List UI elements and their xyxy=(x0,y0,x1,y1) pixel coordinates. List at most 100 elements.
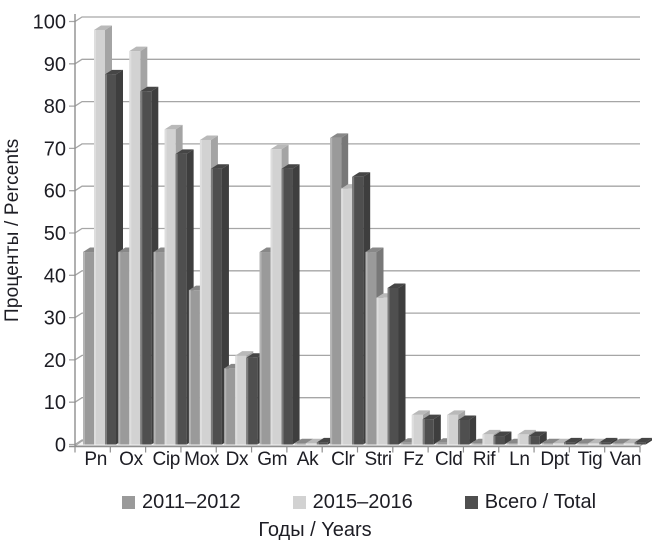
bar-highlight xyxy=(153,252,156,445)
x-category-label: Stri xyxy=(365,449,392,470)
y-tick-label: 20 xyxy=(44,350,66,372)
bar-Ox-2011–2012 xyxy=(118,252,130,445)
bar-highlight xyxy=(458,419,461,445)
bar-Cip-Всего / Total xyxy=(175,153,187,445)
bar-top-Tig xyxy=(577,438,596,444)
bar-top-Rif xyxy=(482,429,501,435)
bar-side-Fz xyxy=(433,414,441,445)
bar-top-Van xyxy=(623,438,642,444)
bar-highlight xyxy=(199,139,202,445)
y-tick-label: 90 xyxy=(44,54,66,76)
bar-top-Gm xyxy=(281,164,300,169)
bar-highlight xyxy=(210,168,213,445)
bar-Dx-2015–2016 xyxy=(235,355,247,445)
legend-label: Всего / Total xyxy=(484,490,597,513)
bar-highlight xyxy=(140,91,143,445)
bar-Pn-2011–2012 xyxy=(83,252,94,445)
bar-highlight xyxy=(246,357,249,445)
gridline xyxy=(69,16,640,23)
y-tick-label: 30 xyxy=(44,308,66,330)
bar-highlight xyxy=(447,414,450,445)
x-category-label: Gm xyxy=(257,449,287,470)
bar-Dx-Всего / Total xyxy=(246,357,258,445)
bar-top-Cip xyxy=(164,124,183,130)
y-tick-label: 70 xyxy=(44,138,66,160)
bar-Tig-Всего / Total xyxy=(599,442,611,445)
x-category-label: Fz xyxy=(403,449,424,470)
bar-highlight xyxy=(164,129,167,445)
legend-swatch-2015-2016 xyxy=(292,495,306,509)
bar-Cip-2011–2012 xyxy=(153,252,165,445)
y-tick-label: 0 xyxy=(55,435,66,457)
bar-Ln-2011–2012 xyxy=(506,443,518,445)
bar-Clr-2011–2012 xyxy=(330,137,342,445)
bar-top-Fz xyxy=(422,414,441,420)
bar-highlight xyxy=(365,252,368,445)
bar-Mox-2011–2012 xyxy=(188,290,200,445)
bar-top-Ox xyxy=(129,46,148,52)
bar-highlight xyxy=(305,443,308,445)
bar-side-Stri xyxy=(398,283,406,445)
bar-Van-2015–2016 xyxy=(623,443,635,445)
bar-top-Clr xyxy=(330,133,349,138)
x-category-label: Ak xyxy=(297,449,319,470)
bar-top-Cld xyxy=(458,415,477,420)
legend-label: 2011–2012 xyxy=(141,490,241,513)
bar-highlight xyxy=(623,443,626,445)
bar-top-Dpt xyxy=(542,438,561,444)
bar-highlight xyxy=(577,443,580,445)
bar-highlight xyxy=(118,252,121,445)
bar-top-Stri xyxy=(387,283,406,288)
bar-Dx-2011–2012 xyxy=(224,368,236,445)
x-category-label: Tig xyxy=(578,449,603,470)
bar-highlight xyxy=(387,287,390,445)
bar-highlight xyxy=(612,443,615,445)
bar-highlight xyxy=(517,434,520,445)
gridline xyxy=(69,143,640,150)
bar-Pn-2015–2016 xyxy=(94,29,105,445)
bar-Van-2011–2012 xyxy=(612,443,624,445)
bar-top-Cip xyxy=(175,149,194,154)
bar-highlight xyxy=(83,252,85,445)
bar-Rif-Всего / Total xyxy=(493,436,505,445)
bar-highlight xyxy=(553,443,556,445)
bar-top-Van xyxy=(612,438,631,444)
bar-side-Gm xyxy=(292,164,300,445)
legend-swatch-2011-2012 xyxy=(121,495,135,509)
bar-highlight xyxy=(482,434,485,445)
y-tick-label: 80 xyxy=(44,96,66,118)
bar-Ak-2011–2012 xyxy=(294,443,306,445)
bar-highlight xyxy=(129,51,132,445)
y-tick-label: 100 xyxy=(33,12,66,34)
y-tick-label: 50 xyxy=(44,223,66,245)
bar-highlight xyxy=(352,176,355,445)
bar-top-Stri xyxy=(365,247,384,253)
bar-Mox-2015–2016 xyxy=(199,139,211,445)
legend-item-2011-2012: 2011–2012 xyxy=(121,490,241,514)
bar-highlight xyxy=(224,368,227,445)
bar-Stri-Всего / Total xyxy=(387,287,399,445)
x-category-label: Clr xyxy=(331,449,355,470)
bar-top-Dpt xyxy=(564,437,583,443)
bar-Ln-2015–2016 xyxy=(517,434,529,445)
bar-Pn-Всего / Total xyxy=(105,74,116,445)
bar-top-Rif xyxy=(493,431,512,437)
bar-top-Pn xyxy=(94,25,112,30)
gridline xyxy=(69,58,640,65)
bar-Ak-2015–2016 xyxy=(305,443,317,445)
bar-Clr-Всего / Total xyxy=(352,176,364,445)
bar-top-Tig xyxy=(599,437,618,443)
bar-highlight xyxy=(330,137,333,445)
bar-Gm-2011–2012 xyxy=(259,252,271,445)
bar-Ox-2015–2016 xyxy=(129,51,141,445)
bar-Tig-2011–2012 xyxy=(577,443,589,445)
bar-Dpt-Всего / Total xyxy=(564,442,576,445)
bar-highlight xyxy=(376,297,379,445)
bar-Cld-2015–2016 xyxy=(447,414,459,445)
bar-Dpt-2011–2012 xyxy=(542,443,554,445)
bar-highlight xyxy=(436,442,439,445)
bar-Van-Всего / Total xyxy=(634,442,646,445)
bar-top-Ak xyxy=(294,438,313,444)
bar-side-Dpt xyxy=(575,437,583,445)
x-category-label: Ox xyxy=(119,449,143,470)
